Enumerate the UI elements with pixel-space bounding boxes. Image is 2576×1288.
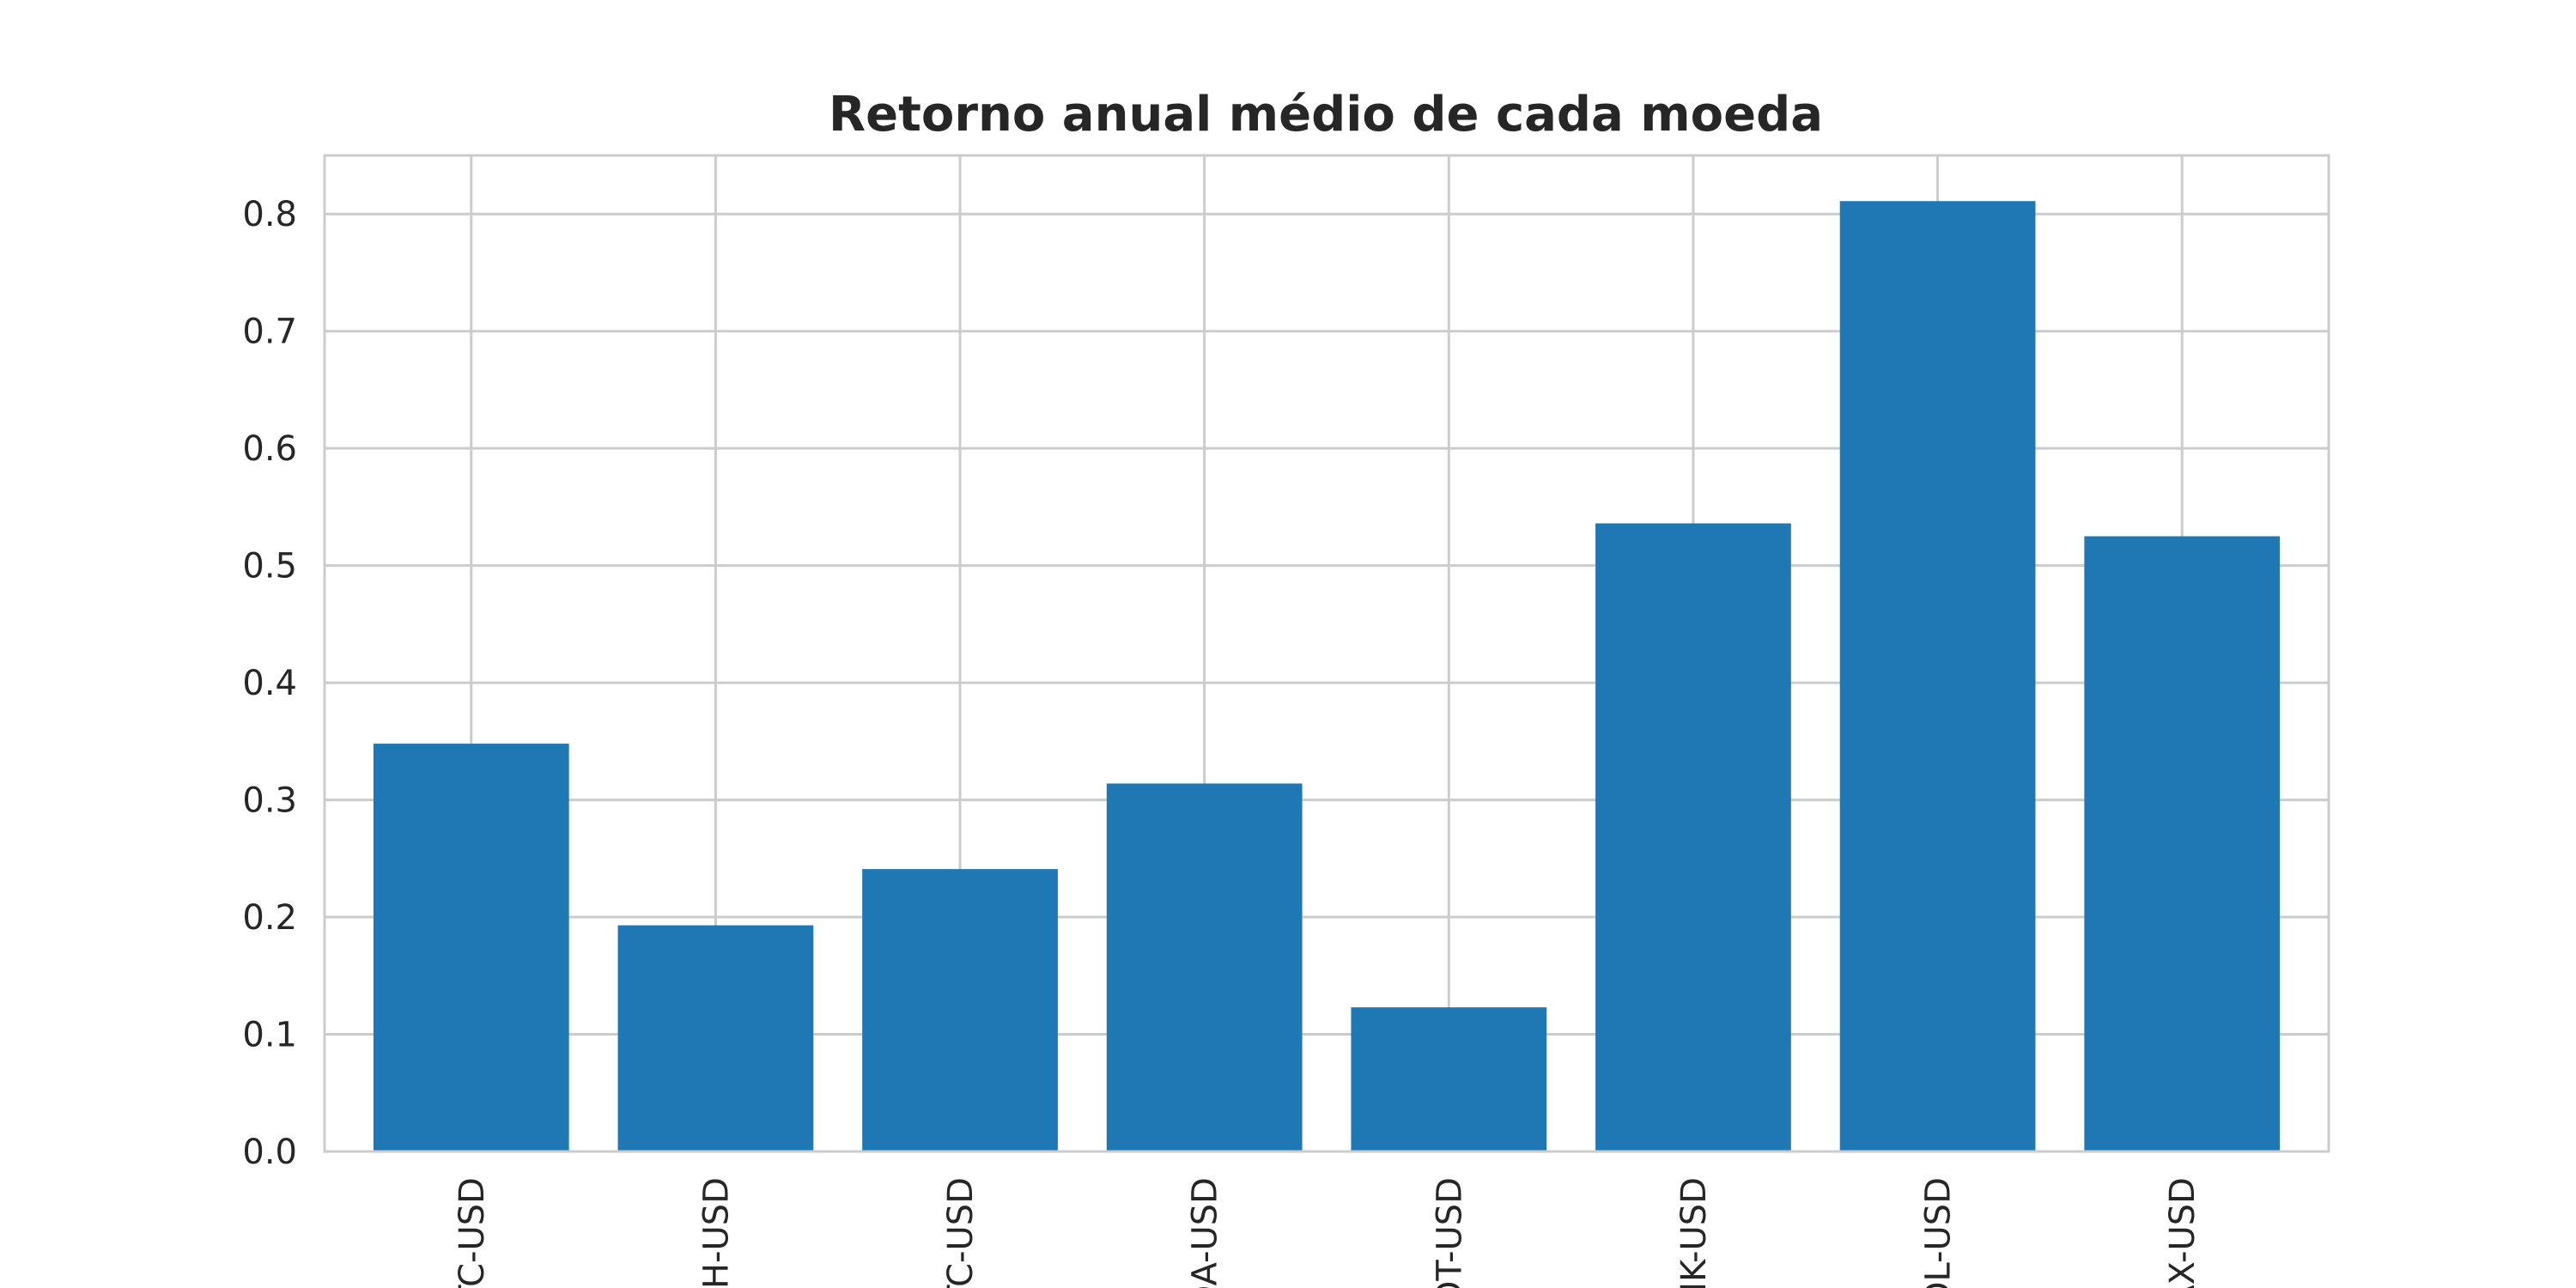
- y-tick-label: 0.2: [242, 898, 297, 938]
- plot-frame: [323, 154, 2330, 1153]
- bar-sol-usd: [1839, 201, 2036, 1152]
- bar-ltc-usd: [862, 869, 1058, 1151]
- y-tick-label: 0.7: [242, 313, 297, 352]
- x-tick-label: LTC-USD: [941, 1177, 981, 1288]
- x-axis-ticks: BTC-USD ETH-USD LTC-USD ADA-USD DOT-USD LINK-…: [453, 1177, 2202, 1288]
- bars: [373, 201, 2281, 1152]
- x-tick-label: ADA-USD: [1186, 1177, 1225, 1288]
- y-axis-ticks: 0.0 0.1 0.2 0.3 0.4 0.5 0.6 0.7 0.8: [242, 195, 297, 1172]
- x-tick-label: AVAX-USD: [2163, 1177, 2202, 1288]
- y-tick-label: 0.4: [242, 664, 297, 703]
- y-tick-label: 0.3: [242, 781, 297, 821]
- chart-title: Retorno anual médio de cada moeda: [829, 87, 1823, 143]
- bar-dot-usd: [1351, 1007, 1547, 1151]
- grid: [325, 155, 2329, 1153]
- x-tick-label: ETH-USD: [696, 1177, 736, 1288]
- bar-link-usd: [1595, 523, 1791, 1151]
- x-tick-label: BTC-USD: [453, 1177, 492, 1288]
- y-tick-label: 0.8: [242, 195, 297, 234]
- y-tick-label: 0.5: [242, 547, 297, 586]
- y-tick-label: 0.1: [242, 1016, 297, 1055]
- bar-eth-usd: [617, 925, 814, 1151]
- bar-avax-usd: [2084, 536, 2281, 1151]
- x-tick-label: SOL-USD: [1919, 1177, 1959, 1288]
- y-tick-label: 0.6: [242, 429, 297, 469]
- bar-btc-usd: [373, 744, 569, 1151]
- y-tick-label: 0.0: [242, 1133, 297, 1172]
- x-tick-label: DOT-USD: [1430, 1177, 1469, 1288]
- bar-ada-usd: [1106, 783, 1303, 1151]
- x-tick-label: LINK-USD: [1674, 1177, 1714, 1288]
